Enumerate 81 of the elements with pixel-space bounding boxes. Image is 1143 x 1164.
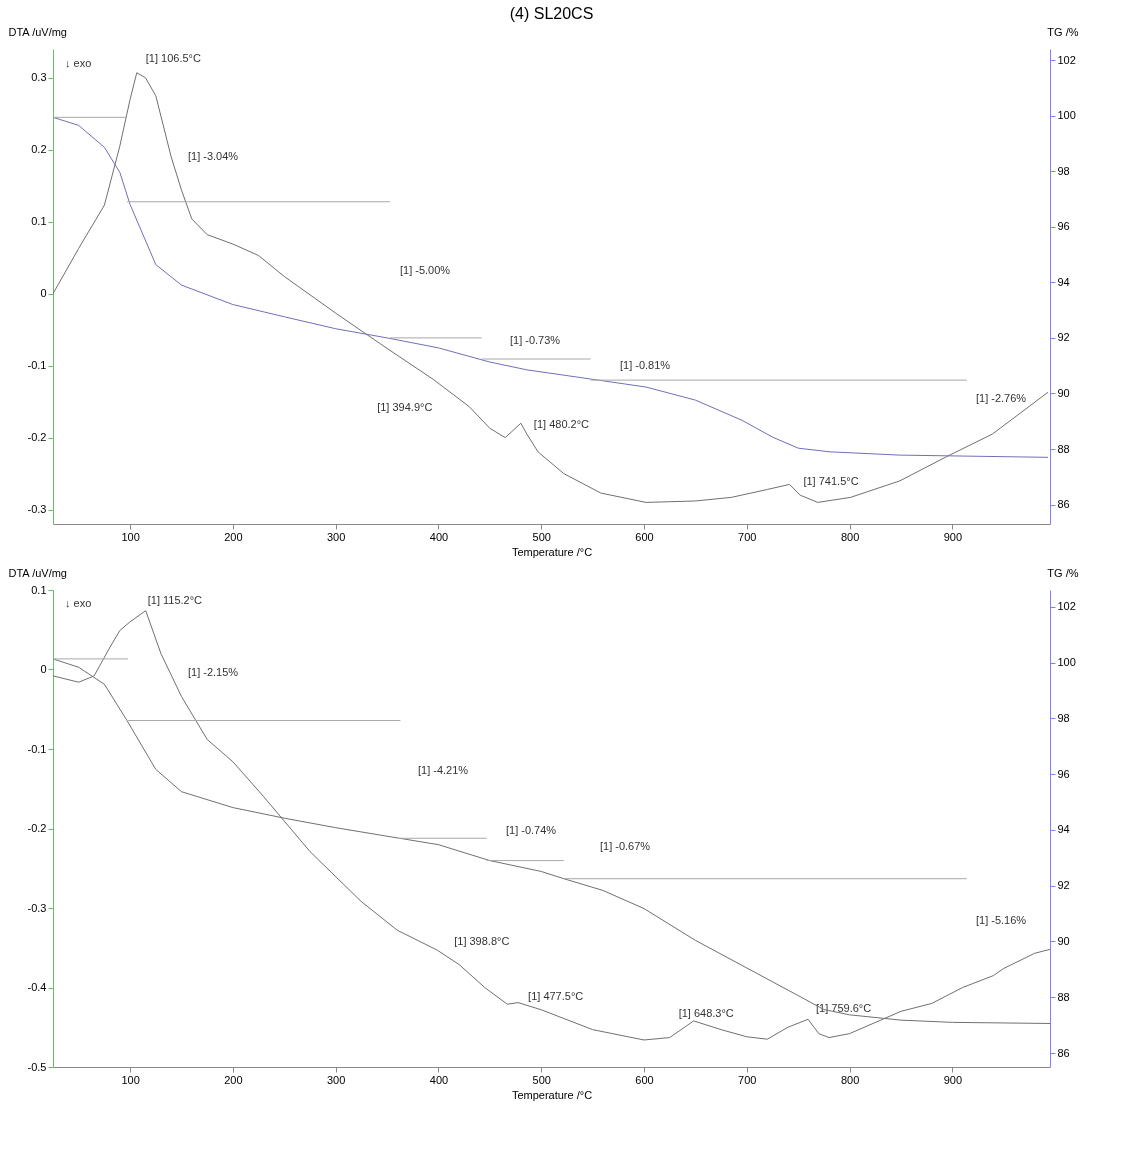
annotation: [1] 759.6°C [816, 1002, 872, 1015]
x-axis-title: Temperature /°C [511, 1088, 593, 1101]
y-tick-label: -0.2 [27, 431, 47, 444]
x-tick-label: 600 [635, 530, 654, 543]
line-series [53, 116, 1049, 458]
x-tick-label: 700 [738, 1073, 757, 1086]
y2-tick-label: 96 [1057, 220, 1070, 233]
y2-axis-title: TG /% [1047, 566, 1079, 579]
annotation: [1] 106.5°C [145, 51, 201, 64]
y-tick-label: 0.3 [31, 71, 47, 84]
y-tick-label: 0.2 [31, 143, 47, 156]
annotation: [1] -5.16% [976, 914, 1027, 926]
y-tick-label: 0 [40, 287, 47, 300]
annotation: [1] -3.04% [188, 150, 239, 162]
y-tick-label: 0 [40, 663, 47, 675]
x-tick-label: 200 [224, 1073, 243, 1086]
y-tick-label: -0.1 [27, 742, 47, 755]
y2-tick-label: 100 [1057, 656, 1076, 669]
annotation: [1] 398.8°C [454, 935, 510, 948]
y2-tick-label: 96 [1057, 767, 1070, 780]
x-tick-label: 800 [840, 1073, 860, 1086]
y-tick-label: -0.4 [27, 981, 47, 993]
y-tick-label: 0.1 [31, 215, 47, 228]
x-tick-label: 100 [121, 1073, 140, 1086]
y-tick-label: -0.5 [27, 1060, 47, 1073]
x-tick-label: 500 [532, 530, 551, 543]
y2-tick-label: 86 [1057, 1046, 1070, 1059]
annotation: [1] -4.21% [418, 764, 469, 776]
annotation: [1] 115.2°C [147, 593, 203, 606]
y2-axis-title: TG /% [1047, 25, 1079, 38]
annotation: [1] 480.2°C [533, 418, 590, 431]
annotation: ↓ exo [65, 57, 92, 69]
line-series [53, 72, 1049, 503]
y-axis-title: DTA /uV/mg [8, 566, 67, 579]
annotation: [1] -0.74% [506, 824, 557, 836]
annotation: [1] -0.81% [620, 359, 671, 371]
y-axis-title: DTA /uV/mg [8, 25, 67, 38]
y2-tick-label: 90 [1057, 386, 1070, 399]
y-tick-label: -0.1 [27, 359, 47, 372]
annotation: [1] -0.73% [510, 334, 561, 346]
y-tick-label: -0.3 [27, 503, 47, 516]
chart-title: (4) SL20CS [509, 5, 594, 22]
x-tick-label: 200 [224, 530, 243, 543]
y2-tick-label: 92 [1057, 331, 1070, 344]
annotation: ↓ exo [65, 597, 92, 609]
y2-tick-label: 102 [1057, 53, 1076, 66]
y2-tick-label: 88 [1057, 442, 1070, 455]
y2-tick-label: 98 [1057, 164, 1070, 177]
x-tick-label: 900 [943, 530, 963, 543]
x-tick-label: 900 [943, 1073, 963, 1086]
x-tick-label: 500 [532, 1073, 551, 1086]
y2-tick-label: 86 [1057, 498, 1070, 511]
annotation: [1] 648.3°C [678, 1006, 734, 1019]
x-tick-label: 300 [326, 1073, 346, 1086]
annotation: [1] -2.15% [188, 666, 239, 678]
x-tick-label: 700 [738, 530, 757, 543]
annotation: [1] -0.67% [600, 840, 651, 852]
y2-tick-label: 90 [1057, 934, 1070, 947]
x-tick-label: 800 [840, 530, 860, 543]
x-tick-label: 600 [635, 1073, 654, 1086]
y2-tick-label: 94 [1057, 275, 1070, 288]
y-tick-label: -0.2 [27, 822, 47, 834]
x-tick-label: 400 [429, 530, 449, 543]
annotation: [1] 477.5°C [528, 989, 584, 1002]
y-tick-label: 0.1 [31, 583, 47, 596]
y2-tick-label: 98 [1057, 711, 1070, 724]
annotation: [1] 741.5°C [803, 475, 859, 488]
y2-tick-label: 102 [1057, 600, 1076, 613]
y2-tick-label: 94 [1057, 823, 1070, 836]
x-tick-label: 300 [326, 530, 346, 543]
annotation: [1] -5.00% [400, 264, 451, 276]
y2-tick-label: 88 [1057, 990, 1070, 1003]
annotation: [1] -2.76% [976, 392, 1027, 404]
y2-tick-label: 92 [1057, 879, 1070, 892]
x-tick-label: 400 [429, 1073, 449, 1086]
annotation: [1] 394.9°C [377, 401, 433, 414]
line-series [53, 610, 1050, 1041]
x-axis-title: Temperature /°C [511, 545, 593, 558]
x-tick-label: 100 [121, 530, 140, 543]
y2-tick-label: 100 [1057, 109, 1076, 122]
y-tick-label: -0.3 [27, 901, 47, 914]
